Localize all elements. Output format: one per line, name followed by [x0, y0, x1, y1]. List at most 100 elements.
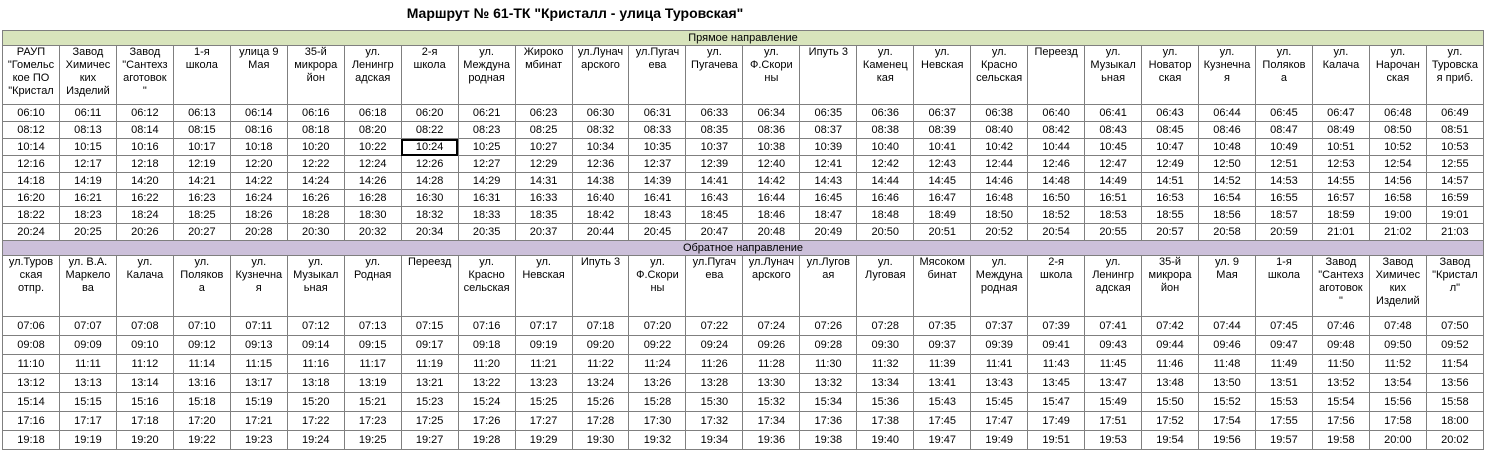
time-row: 10:14 10:15 10:16 10:17 10:18 10:20 10:22 10:24…	[2, 138, 1485, 156]
time-cell: 19:25	[343, 430, 402, 450]
time-cell: 11:21	[514, 354, 573, 374]
time-cell: 19:27	[400, 430, 459, 450]
time-cell: 10:42	[970, 138, 1029, 156]
time-cell: 18:28	[286, 206, 345, 224]
time-cell: 18:23	[58, 206, 117, 224]
time-cell: 11:14	[172, 354, 231, 374]
time-cell: 13:56	[1425, 373, 1485, 393]
time-cell: 13:28	[685, 373, 744, 393]
time-cell: 12:47	[1084, 155, 1143, 173]
time-cell: 17:21	[229, 411, 288, 431]
time-cell: 07:45	[1254, 316, 1313, 336]
stop-header: Завод "Сантехз аготовок "	[1311, 255, 1370, 317]
time-cell: 15:30	[685, 392, 744, 412]
time-cell: 09:15	[343, 335, 402, 355]
time-cell: 09:26	[742, 335, 801, 355]
time-cell: 08:36	[742, 121, 801, 139]
time-cell: 08:35	[685, 121, 744, 139]
time-cell: 20:27	[172, 223, 231, 241]
time-cell: 12:44	[970, 155, 1029, 173]
time-cell: 07:50	[1425, 316, 1485, 336]
time-cell: 11:30	[799, 354, 858, 374]
time-cell: 20:57	[1141, 223, 1200, 241]
time-cell: 10:14	[2, 138, 60, 156]
time-cell: 10:52	[1368, 138, 1427, 156]
time-cell: 15:21	[343, 392, 402, 412]
stop-header: Ипуть 3	[571, 255, 630, 317]
time-cell: 13:22	[457, 373, 516, 393]
time-cell: 10:27	[514, 138, 573, 156]
time-cell: 07:26	[799, 316, 858, 336]
time-cell: 19:36	[742, 430, 801, 450]
time-cell: 17:20	[172, 411, 231, 431]
time-cell: 13:18	[286, 373, 345, 393]
time-cell: 13:51	[1254, 373, 1313, 393]
time-cell: 11:41	[970, 354, 1029, 374]
time-cell: 17:22	[286, 411, 345, 431]
time-cell: 16:24	[229, 189, 288, 207]
stop-header: 1-я школа	[1254, 255, 1313, 317]
time-cell: 14:52	[1198, 172, 1256, 190]
time-cell: 06:35	[799, 104, 858, 122]
time-cell: 18:26	[229, 206, 288, 224]
time-row: 06:10 06:11 06:12 06:13 06:14 06:16 06:18 06:20…	[2, 104, 1485, 122]
time-cell: 11:32	[856, 354, 915, 374]
time-cell: 15:32	[742, 392, 801, 412]
time-cell: 13:16	[172, 373, 231, 393]
time-cell: 14:29	[457, 172, 516, 190]
time-cell: 08:22	[400, 121, 459, 139]
time-cell: 08:51	[1425, 121, 1485, 139]
time-cell: 10:41	[913, 138, 972, 156]
time-cell: 17:30	[628, 411, 687, 431]
time-cell: 18:53	[1084, 206, 1143, 224]
time-cell: 06:13	[172, 104, 231, 122]
time-cell: 17:25	[400, 411, 459, 431]
time-cell: 09:22	[628, 335, 687, 355]
time-cell: 20:35	[457, 223, 516, 241]
stop-header: ул.Лунач арского	[742, 255, 801, 317]
time-cell: 20:47	[685, 223, 744, 241]
time-cell: 12:16	[2, 155, 60, 173]
time-cell: 17:34	[742, 411, 801, 431]
time-cell: 14:49	[1084, 172, 1143, 190]
time-cell: 10:39	[799, 138, 858, 156]
time-cell: 17:51	[1084, 411, 1143, 431]
time-cell: 19:51	[1027, 430, 1086, 450]
time-cell: 11:48	[1198, 354, 1256, 374]
time-cell: 17:16	[2, 411, 60, 431]
time-cell: 15:43	[913, 392, 972, 412]
time-cell: 10:15	[58, 138, 117, 156]
time-cell: 06:41	[1084, 104, 1143, 122]
time-cell: 14:24	[286, 172, 345, 190]
time-cell: 07:07	[58, 316, 117, 336]
stop-header: 1-я школа	[172, 45, 231, 105]
title: Маршрут № 61-ТК "Кристалл - улица Туровс…	[406, 5, 744, 21]
time-cell: 16:46	[856, 189, 915, 207]
time-cell: 16:47	[913, 189, 972, 207]
time-cell: 19:01	[1425, 206, 1485, 224]
time-cell: 09:13	[229, 335, 288, 355]
time-cell: 09:50	[1368, 335, 1427, 355]
time-cell: 10:40	[856, 138, 915, 156]
time-cell: 07:06	[2, 316, 60, 336]
time-cell: 10:16	[115, 138, 174, 156]
time-cell: 20:00	[1368, 430, 1427, 450]
time-cell: 07:20	[628, 316, 687, 336]
stop-header: Переезд	[400, 255, 459, 317]
section-row: Обратное направление	[2, 240, 1484, 256]
time-cell: 07:39	[1027, 316, 1086, 336]
stop-header: ул.Пугач ева	[685, 255, 744, 317]
time-cell: 17:26	[457, 411, 516, 431]
time-cell: 13:45	[1027, 373, 1086, 393]
time-cell: 06:20	[400, 104, 459, 122]
stop-header: ул. Нарочан ская	[1368, 45, 1427, 105]
time-cell: 08:39	[913, 121, 972, 139]
time-cell: 14:53	[1254, 172, 1313, 190]
time-cell: 18:48	[856, 206, 915, 224]
time-cell: 17:27	[514, 411, 573, 431]
time-cell: 10:37	[685, 138, 744, 156]
time-cell: 15:52	[1198, 392, 1256, 412]
time-cell: 16:55	[1254, 189, 1313, 207]
time-cell: 18:45	[685, 206, 744, 224]
time-cell: 09:39	[970, 335, 1029, 355]
